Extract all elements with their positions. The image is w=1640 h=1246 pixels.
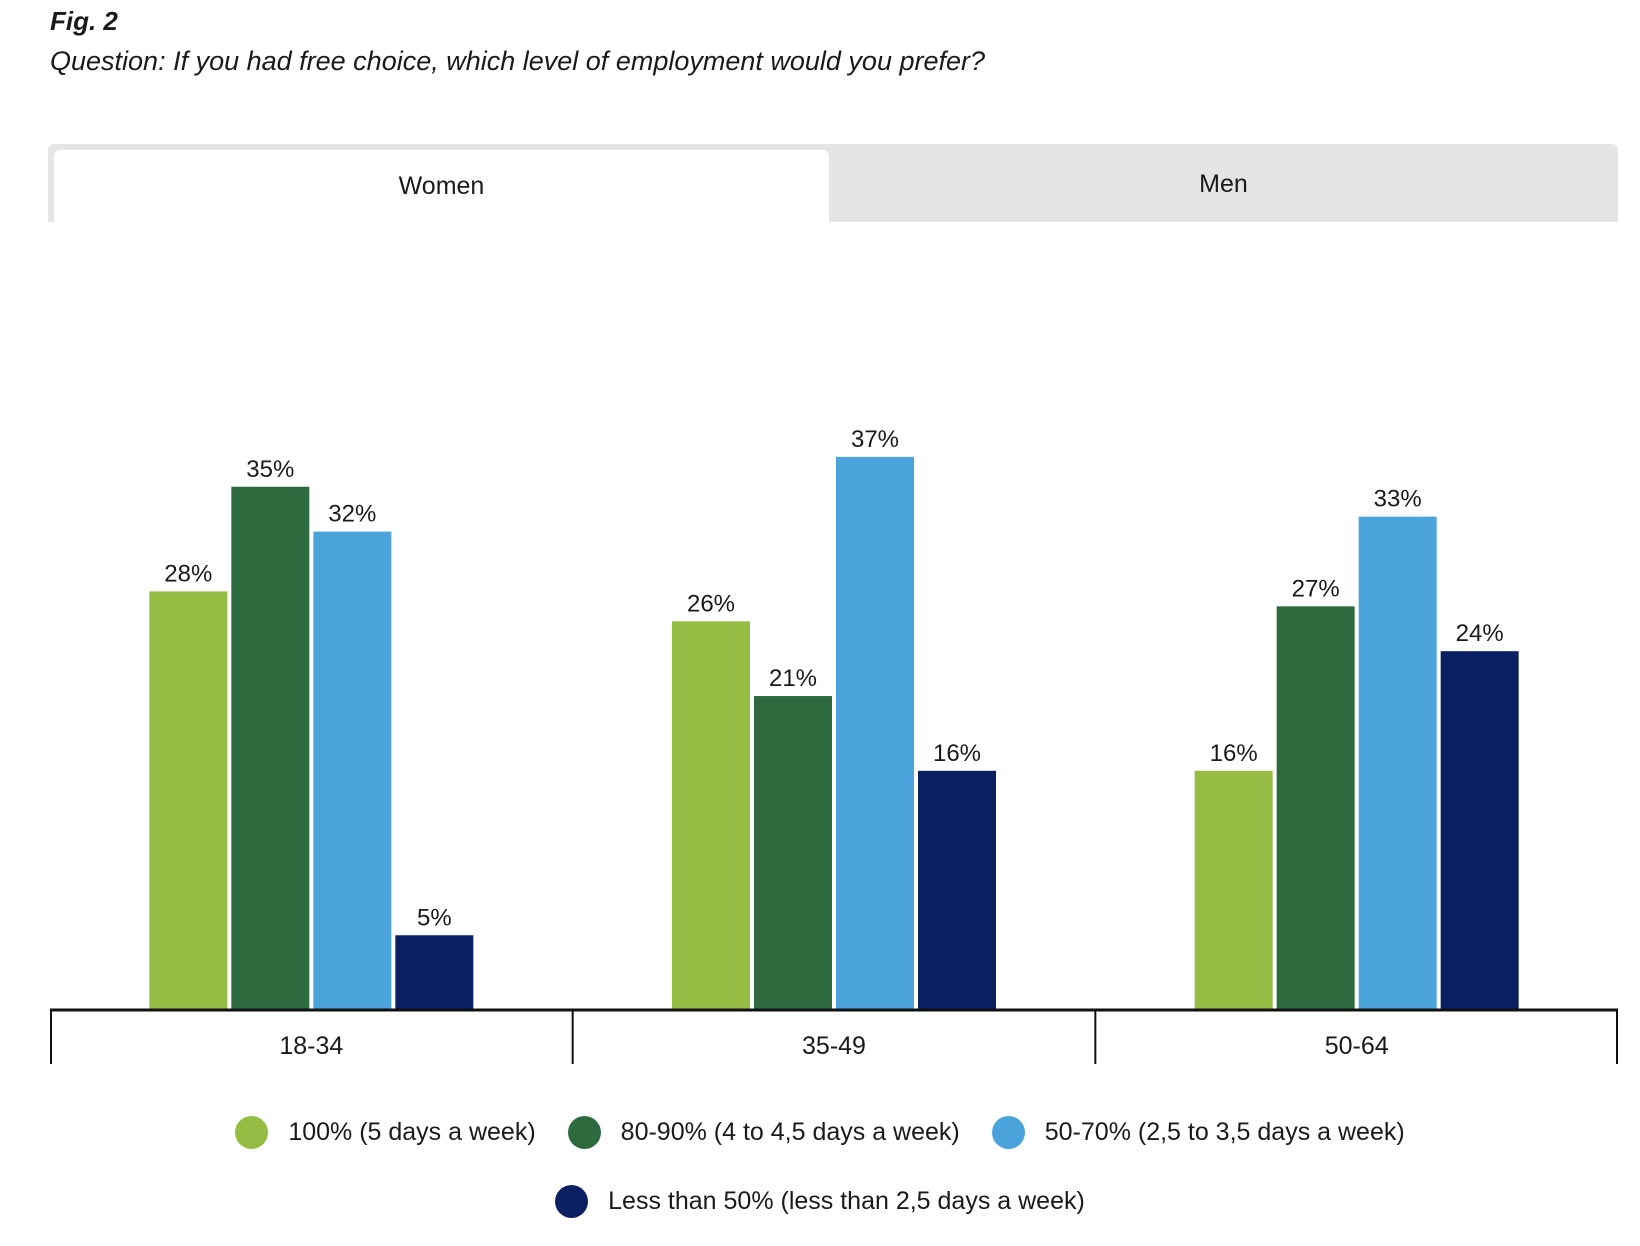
- legend-row-2: Less than 50% (less than 2,5 days a week…: [0, 1185, 1640, 1218]
- legend-item-80-90-percent[interactable]: 80-90% (4 to 4,5 days a week): [567, 1116, 960, 1149]
- data-label-35-49-series-2: 21%: [769, 665, 817, 692]
- bar-50-64-series-4: [1440, 651, 1519, 1010]
- legend-item-less-than-50-percent[interactable]: Less than 50% (less than 2,5 days a week…: [555, 1185, 1085, 1218]
- bar-35-49-series-1: [672, 621, 750, 1010]
- legend-swatch-50-70-percent: [991, 1116, 1025, 1149]
- x-tick-label-35-49: 35-49: [802, 1032, 866, 1060]
- legend-swatch-less-than-50-percent: [555, 1185, 589, 1218]
- bar-50-64-series-1: [1194, 770, 1273, 1010]
- legend-swatch-100-percent: [235, 1116, 269, 1149]
- legend-label-80-90-percent: 80-90% (4 to 4,5 days a week): [620, 1118, 960, 1146]
- bar-18-34-series-1: [149, 591, 228, 1010]
- gender-tabs: Women Men: [48, 144, 1618, 222]
- bar-50-64-series-2: [1276, 606, 1355, 1010]
- legend-label-100-percent: 100% (5 days a week): [288, 1118, 536, 1146]
- tab-men[interactable]: Men: [1199, 170, 1248, 198]
- figure-label: Fig. 2: [50, 6, 118, 36]
- chart-question: Question: If you had free choice, which …: [50, 46, 986, 76]
- data-label-18-34-series-3: 32%: [328, 501, 376, 528]
- data-label-50-64-series-1: 16%: [1210, 740, 1258, 767]
- bar-35-49-series-2: [754, 696, 832, 1010]
- data-label-35-49-series-3: 37%: [851, 426, 899, 453]
- bar-chart: 28% 35% 32% 5% 18-34 26% 21% 37% 16% 35-49 16% 27% 3…: [50, 426, 1618, 1064]
- data-label-35-49-series-4: 16%: [933, 740, 981, 767]
- x-tick-label-50-64: 50-64: [1325, 1032, 1389, 1060]
- data-label-50-64-series-3: 33%: [1374, 486, 1422, 513]
- bar-18-34-series-3: [313, 531, 392, 1010]
- legend-swatch-80-90-percent: [567, 1116, 601, 1149]
- data-label-35-49-series-1: 26%: [687, 590, 735, 617]
- legend-row-1: 100% (5 days a week) 80-90% (4 to 4,5 da…: [0, 1116, 1640, 1149]
- legend-item-100-percent[interactable]: 100% (5 days a week): [235, 1116, 536, 1149]
- data-label-18-34-series-1: 28%: [164, 560, 212, 587]
- x-tick-label-18-34: 18-34: [279, 1032, 343, 1060]
- bar-18-34-series-2: [231, 486, 310, 1010]
- data-label-50-64-series-4: 24%: [1456, 620, 1504, 647]
- legend-label-50-70-percent: 50-70% (2,5 to 3,5 days a week): [1044, 1118, 1405, 1146]
- legend-label-less-than-50-percent: Less than 50% (less than 2,5 days a week…: [608, 1187, 1085, 1215]
- tab-women[interactable]: Women: [54, 150, 829, 222]
- bar-35-49-series-4: [918, 770, 996, 1010]
- data-label-18-34-series-2: 35%: [246, 456, 294, 483]
- data-label-50-64-series-2: 27%: [1292, 575, 1340, 602]
- data-label-18-34-series-4: 5%: [417, 904, 452, 931]
- bar-18-34-series-4: [395, 935, 474, 1010]
- legend-item-50-70-percent[interactable]: 50-70% (2,5 to 3,5 days a week): [991, 1116, 1405, 1149]
- bar-35-49-series-3: [836, 456, 914, 1011]
- bar-50-64-series-3: [1358, 516, 1437, 1010]
